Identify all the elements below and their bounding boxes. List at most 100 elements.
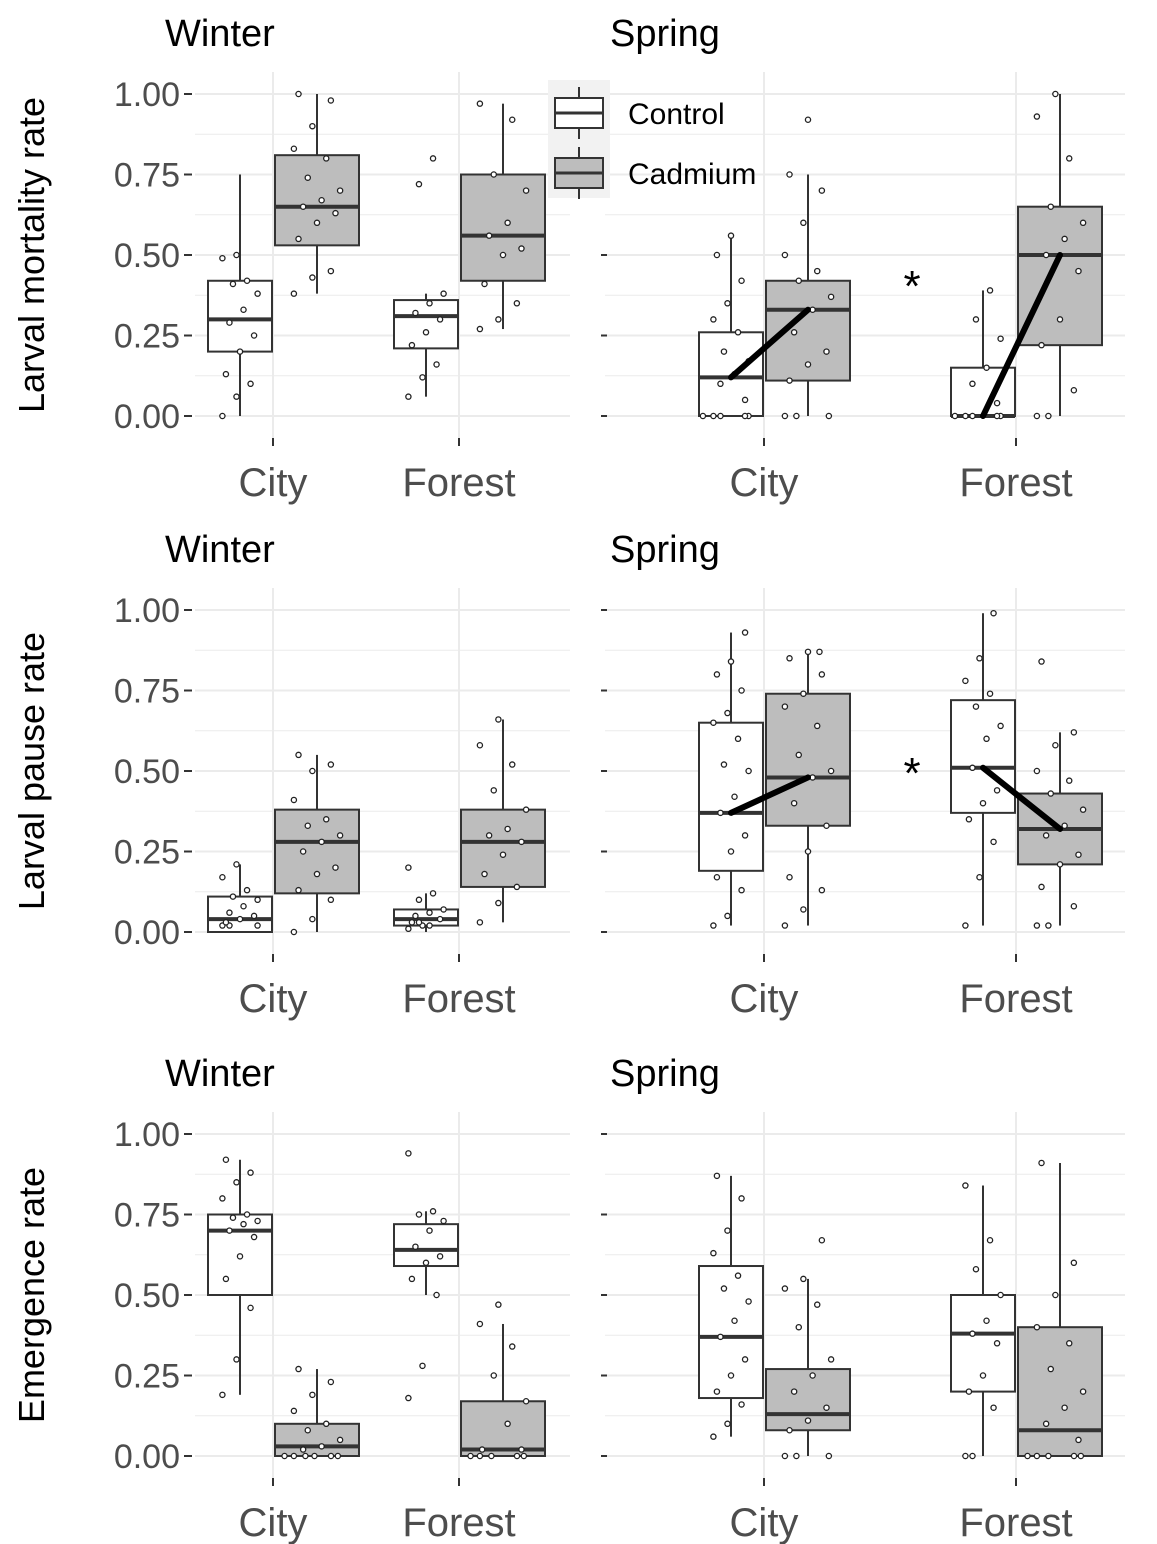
data-point [222, 1156, 230, 1164]
data-point [710, 316, 717, 323]
box-city-cadmium [274, 751, 360, 936]
data-point [972, 703, 980, 710]
y-tick-label: 1.00 [114, 1116, 180, 1154]
data-point [1061, 1404, 1068, 1411]
data-point [713, 1388, 721, 1395]
data-point [969, 1452, 976, 1460]
y-tick-label: 0.00 [114, 914, 180, 952]
data-point [508, 1343, 516, 1350]
data-point [738, 1401, 745, 1408]
data-point [236, 915, 244, 923]
data-point [309, 767, 316, 775]
data-point [818, 1237, 826, 1244]
data-point [309, 1391, 316, 1399]
data-point [247, 1304, 254, 1312]
data-point [781, 251, 789, 259]
data-point [1042, 832, 1050, 839]
box-forest-cadmium [1017, 658, 1103, 929]
box-body [1017, 1326, 1103, 1457]
data-point [710, 412, 717, 420]
data-point [481, 870, 488, 878]
data-point [415, 919, 423, 926]
data-point [219, 412, 226, 420]
data-point [1042, 1420, 1050, 1428]
data-point [419, 1362, 426, 1370]
box-forest-control [393, 864, 459, 933]
data-point [233, 861, 240, 868]
data-point [405, 925, 412, 933]
data-point [1033, 1452, 1041, 1460]
data-point [422, 1259, 430, 1267]
data-point [1061, 235, 1068, 243]
data-point [713, 671, 721, 678]
data-point [219, 1195, 226, 1202]
data-point [518, 245, 525, 252]
box-body [460, 173, 546, 282]
data-point [309, 915, 316, 923]
data-point [965, 1388, 973, 1395]
y-axis-label: Emergence rate [11, 1167, 52, 1423]
data-point [724, 709, 731, 717]
data-point [976, 874, 983, 881]
data-point [412, 1243, 419, 1250]
data-point [508, 761, 516, 768]
data-point [254, 290, 261, 297]
data-point [790, 1388, 798, 1395]
data-point [334, 1452, 342, 1460]
data-point [710, 922, 717, 929]
chart-row-2: Larval pause rate 0.00 0.25 0.50 0.75 1.00 Cit… [11, 529, 1125, 1021]
y-tick-label: 0.50 [114, 753, 180, 791]
data-point [295, 751, 302, 759]
box-forest-cadmium [1017, 1159, 1103, 1460]
significance-marker: * [903, 749, 920, 798]
box-body [274, 154, 360, 247]
data-point [1075, 851, 1082, 858]
data-point [786, 655, 793, 662]
box-body [393, 299, 459, 350]
x-tick-label: Forest [959, 977, 1072, 1021]
data-point [1052, 90, 1059, 98]
data-point [336, 832, 344, 839]
data-point [426, 909, 433, 916]
data-point [250, 332, 258, 339]
data-point [318, 838, 325, 846]
data-point [495, 716, 502, 723]
data-point [233, 1356, 240, 1363]
box-body [765, 692, 851, 827]
data-point [962, 412, 969, 420]
data-point [236, 1253, 244, 1260]
data-point [419, 374, 426, 381]
data-point [804, 848, 812, 855]
data-point [504, 219, 511, 227]
data-point [738, 1195, 745, 1202]
data-point [412, 309, 419, 317]
box-city-control [207, 174, 273, 420]
data-point [1079, 219, 1087, 227]
data-point [1038, 883, 1045, 891]
data-point [426, 922, 433, 929]
data-point [818, 671, 826, 678]
data-point [290, 1452, 298, 1460]
data-point [476, 919, 484, 926]
data-point [997, 1291, 1004, 1299]
data-point [809, 1372, 816, 1379]
data-point [962, 922, 969, 929]
data-point [804, 116, 812, 124]
data-point [983, 735, 990, 743]
data-point [1045, 412, 1052, 420]
data-point [229, 1214, 237, 1221]
data-point [513, 1452, 521, 1460]
data-point [440, 290, 447, 297]
data-point [800, 1275, 807, 1283]
data-point [408, 341, 416, 349]
data-point [233, 393, 240, 400]
box-city-cadmium [274, 1365, 360, 1460]
data-point [247, 1169, 254, 1176]
data-point [969, 412, 976, 420]
data-point [478, 1446, 486, 1453]
data-point [412, 912, 419, 920]
data-point [793, 412, 800, 420]
data-point [986, 1237, 994, 1244]
data-point [226, 1227, 233, 1234]
